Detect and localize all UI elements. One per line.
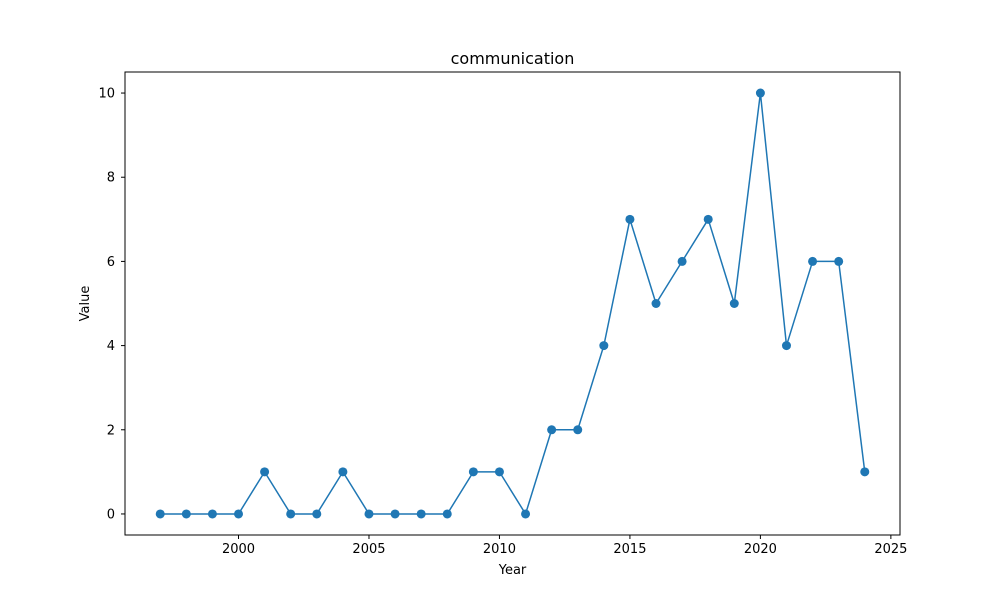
data-point [651, 299, 661, 308]
data-point [207, 509, 217, 519]
data-point [573, 425, 583, 435]
data-point [625, 214, 635, 224]
plot-area [124, 71, 901, 536]
data-point [312, 509, 322, 519]
x-tick-label: 2020 [744, 542, 777, 557]
data-point [468, 467, 478, 477]
data-point [703, 214, 713, 224]
y-tick-label: 0 [107, 507, 115, 522]
series-line [160, 92, 866, 515]
y-tick-label: 6 [107, 255, 115, 270]
data-point [338, 467, 348, 477]
y-axis-ticks: 0 2 4 6 8 10 [98, 87, 125, 522]
x-tick-label: 2025 [874, 542, 907, 557]
data-point [781, 341, 791, 351]
data-point [729, 299, 739, 308]
data-point [547, 425, 557, 435]
y-tick-label: 4 [107, 339, 115, 354]
data-point [860, 467, 870, 477]
data-point [181, 509, 191, 519]
y-tick-label: 10 [98, 87, 115, 102]
data-point [521, 509, 531, 519]
x-tick-label: 2000 [222, 542, 255, 557]
chart-title: communication [451, 49, 575, 68]
x-tick-label: 2010 [483, 542, 516, 557]
data-point [234, 509, 244, 519]
x-axis-label: Year [498, 563, 527, 578]
data-point [155, 509, 165, 519]
x-tick-label: 2015 [613, 542, 646, 557]
data-point [494, 467, 504, 477]
y-axis-label: Value [78, 286, 93, 322]
data-point [390, 509, 400, 519]
series-layer [155, 88, 870, 519]
data-point [364, 509, 374, 519]
data-point [442, 509, 452, 519]
data-point [755, 88, 765, 98]
data-point [416, 509, 426, 519]
x-axis-ticks: 2000 2005 2010 2015 2020 2025 [222, 535, 907, 557]
data-point [286, 509, 296, 519]
data-point [599, 341, 609, 351]
y-tick-label: 2 [107, 423, 115, 438]
data-point [260, 467, 270, 477]
y-tick-label: 8 [107, 171, 115, 186]
data-point [834, 256, 844, 266]
data-point [677, 256, 687, 266]
x-tick-label: 2005 [352, 542, 385, 557]
data-point [808, 256, 818, 266]
plot-frame [124, 71, 901, 536]
